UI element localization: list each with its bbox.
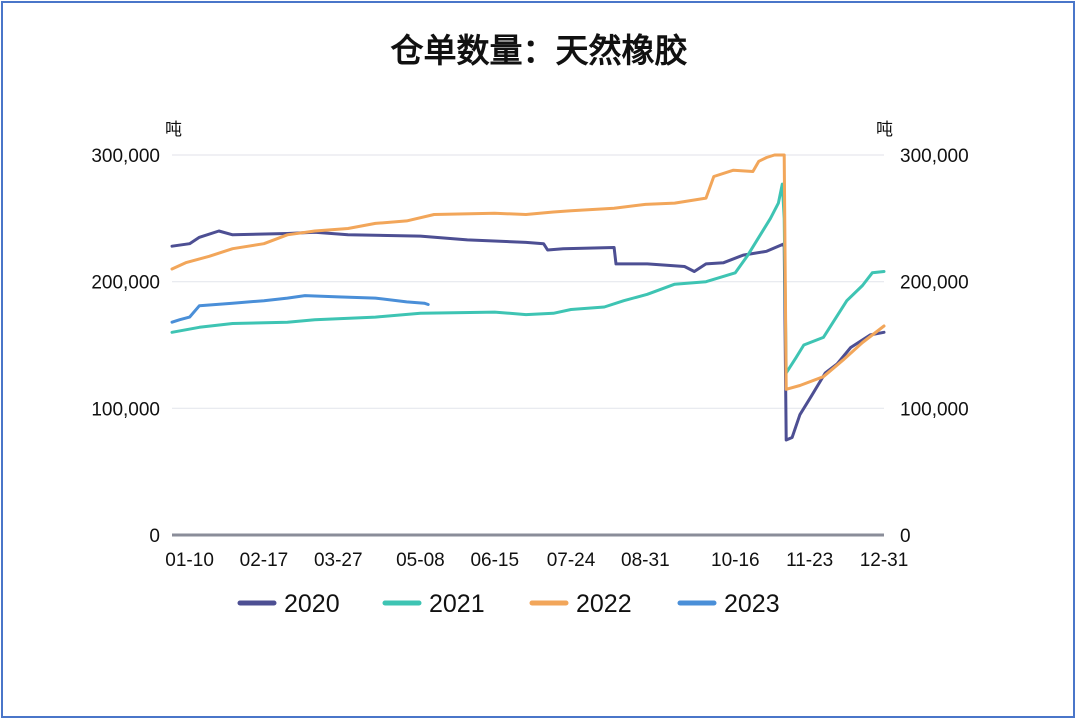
legend-label-2020: 2020	[284, 590, 340, 618]
x-tick-label: 11-23	[786, 550, 833, 571]
x-tick-label: 07-24	[547, 550, 596, 571]
y-tick-label-right: 100,000	[900, 399, 969, 420]
x-axis: 01-10 02-17 03-27 05-08 06-15 07-24 08-31 10-16…	[165, 533, 909, 571]
y-tick-label-right: 300,000	[900, 146, 969, 167]
series-line-2021	[170, 182, 886, 375]
y-axis-right: 0 100,000 200,000 300,000	[900, 146, 969, 547]
x-tick-label: 12-31	[860, 550, 909, 571]
y-tick-label-left: 0	[149, 526, 160, 547]
x-tick-label: 06-15	[470, 550, 519, 571]
legend: 2020 2021 2022 2023	[237, 590, 780, 618]
y-axis-left: 0 100,000 200,000 300,000	[91, 146, 160, 547]
legend-label-2023: 2023	[724, 590, 780, 618]
x-tick-label: 01-10	[165, 550, 214, 571]
series-line-2022	[170, 153, 886, 391]
y-tick-label-right: 0	[900, 526, 911, 547]
series-lines	[170, 153, 886, 442]
series-line-2023	[170, 294, 430, 324]
y-tick-label-left: 300,000	[91, 146, 160, 167]
x-tick-label: 05-08	[396, 550, 445, 571]
y-tick-label-left: 200,000	[91, 273, 160, 294]
y-tick-label-left: 100,000	[91, 399, 160, 420]
y-unit-left: 吨	[165, 120, 182, 140]
gridlines	[172, 154, 884, 409]
y-unit-right: 吨	[876, 120, 893, 140]
x-tick-label: 10-16	[711, 550, 760, 571]
x-tick-label: 08-31	[621, 550, 670, 571]
x-tick-label: 02-17	[240, 550, 289, 571]
chart-title: 仓单数量：天然橡胶	[390, 31, 688, 70]
y-tick-label-right: 200,000	[900, 273, 969, 294]
legend-label-2022: 2022	[576, 590, 632, 618]
x-tick-label: 03-27	[314, 550, 363, 571]
legend-label-2021: 2021	[429, 590, 485, 618]
